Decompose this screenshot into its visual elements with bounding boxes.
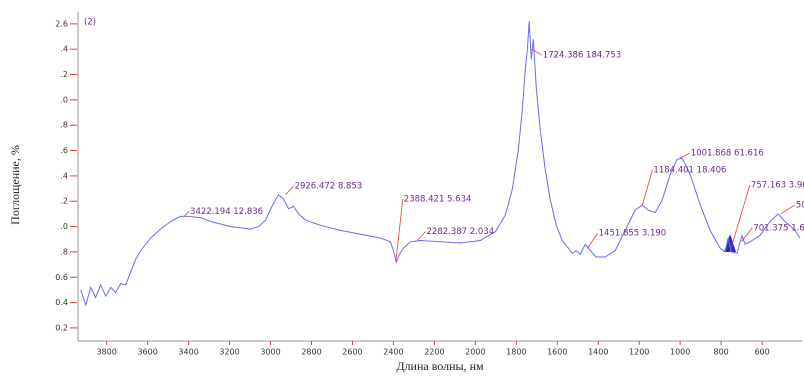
annotation-leader xyxy=(642,169,653,206)
annotation-leader xyxy=(679,152,690,159)
annotation: 1184.401 18.406 xyxy=(653,166,726,176)
annotation: 1451.855 3.190 xyxy=(599,229,667,239)
chart-title: (2) xyxy=(84,18,96,28)
annotation: 1001.868 61.616 xyxy=(691,149,764,159)
x-tick-label: 2200 xyxy=(424,348,444,357)
annotation-leader xyxy=(285,185,294,196)
annotation-leader xyxy=(417,231,426,241)
peak-marker xyxy=(724,234,736,252)
y-tick-label: 2.6 xyxy=(55,19,68,28)
y-tick-label: .0 xyxy=(60,222,68,231)
annotation: 2388.421 5.634 xyxy=(404,195,472,205)
annotation-leader xyxy=(741,227,753,243)
annotation-leader xyxy=(395,199,404,263)
y-tick-label: .2 xyxy=(60,70,68,79)
x-tick-label: 3600 xyxy=(137,348,157,357)
x-tick-label: 2000 xyxy=(465,348,485,357)
annotation-leader xyxy=(183,211,190,217)
x-tick-label: 3400 xyxy=(178,348,198,357)
x-tick-label: 3800 xyxy=(96,348,116,357)
annotation-leader xyxy=(729,184,751,253)
annotation: 2926.472 8.853 xyxy=(295,181,363,191)
annotation: 757.163 3.961 xyxy=(751,180,804,190)
x-axis-title: Длина волны, нм xyxy=(396,359,484,373)
x-tick-label: 1000 xyxy=(670,348,690,357)
x-tick-label: 2600 xyxy=(342,348,362,357)
spectrum-line xyxy=(80,21,801,307)
y-tick-label: .4 xyxy=(60,45,68,54)
y-tick-label: .0 xyxy=(60,95,68,104)
annotation: 2282.387 2.034 xyxy=(427,227,495,237)
x-tick-label: 3200 xyxy=(219,348,239,357)
x-tick-label: 2400 xyxy=(383,348,403,357)
y-tick-label: .6 xyxy=(60,146,68,155)
x-tick-label: 1400 xyxy=(588,348,608,357)
x-tick-label: 1200 xyxy=(629,348,649,357)
annotation: 3422.194 12.836 xyxy=(190,207,263,217)
y-tick-label: 0.4 xyxy=(55,298,68,307)
annotation: 701.375 1.69 xyxy=(753,223,804,233)
y-axis-title: Поглощение, % xyxy=(8,145,22,225)
annotation-leader xyxy=(587,232,598,249)
y-tick-label: .8 xyxy=(60,247,68,256)
y-tick-label: .2 xyxy=(60,197,68,206)
x-tick-label: 3000 xyxy=(260,348,280,357)
x-tick-label: 2800 xyxy=(301,348,321,357)
annotation: 50 xyxy=(796,200,804,210)
annotation-leader xyxy=(780,204,795,215)
y-tick-label: .4 xyxy=(60,171,68,180)
y-tick-label: 0.2 xyxy=(55,323,68,332)
y-tick-label: .8 xyxy=(60,121,68,130)
x-tick-label: 1800 xyxy=(506,348,526,357)
y-tick-label: 0.6 xyxy=(55,273,68,282)
annotation-leader xyxy=(531,48,543,56)
x-tick-label: 1600 xyxy=(547,348,567,357)
x-tick-label: 800 xyxy=(714,348,729,357)
x-tick-label: 600 xyxy=(754,348,769,357)
annotation: 1724.386 184.753 xyxy=(543,51,621,61)
